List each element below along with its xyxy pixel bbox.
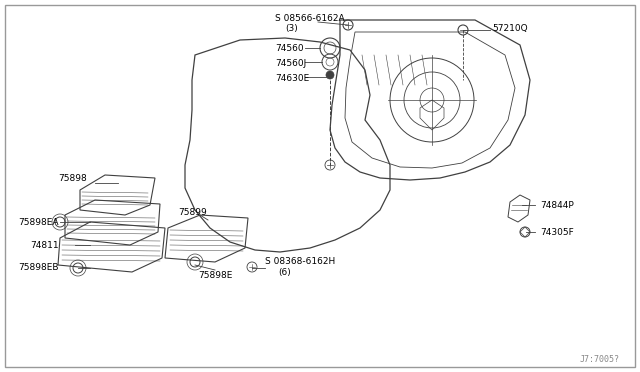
Text: 75898: 75898 — [58, 173, 87, 183]
Text: 74811: 74811 — [30, 241, 59, 250]
Circle shape — [326, 71, 334, 79]
Text: 75898EB: 75898EB — [18, 263, 58, 273]
Text: 75898EA: 75898EA — [18, 218, 58, 227]
Text: 74844P: 74844P — [540, 201, 573, 209]
Text: 74560J: 74560J — [275, 58, 307, 67]
Text: J7:7005?: J7:7005? — [580, 355, 620, 364]
Text: S 08368-6162H: S 08368-6162H — [265, 257, 335, 266]
Text: 74560: 74560 — [275, 44, 303, 52]
Text: (6): (6) — [278, 267, 291, 276]
Text: S 08566-6162A: S 08566-6162A — [275, 13, 344, 22]
Text: 75899: 75899 — [178, 208, 207, 217]
Text: 74305F: 74305F — [540, 228, 573, 237]
Text: (3): (3) — [285, 23, 298, 32]
Text: 57210Q: 57210Q — [492, 23, 527, 32]
Text: 75898E: 75898E — [198, 270, 232, 279]
Text: 74630E: 74630E — [275, 74, 309, 83]
